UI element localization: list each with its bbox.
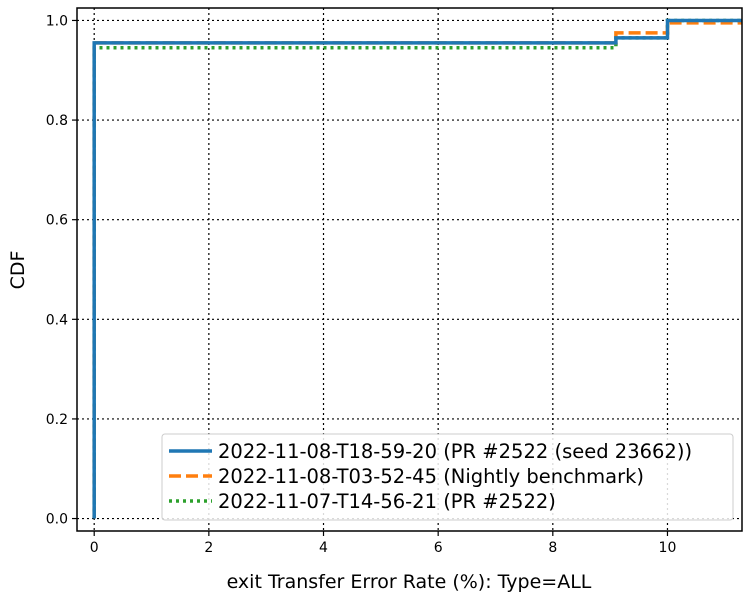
y-tick-label: 0.4 bbox=[46, 312, 68, 328]
y-tick-label: 0.6 bbox=[46, 213, 68, 229]
y-tick-label: 0.0 bbox=[46, 512, 68, 528]
y-tick-label: 0.8 bbox=[46, 113, 68, 129]
x-tick-label: 8 bbox=[548, 540, 557, 556]
x-tick-label: 0 bbox=[90, 540, 99, 556]
x-tick-label: 6 bbox=[434, 540, 443, 556]
series-line bbox=[92, 21, 742, 519]
axis-ticks: 0 2 4 6 8 10 0.0 0.2 0.4 0.6 0.8 1.0 bbox=[46, 13, 677, 556]
y-tick-label: 0.2 bbox=[46, 412, 68, 428]
plot-frame bbox=[76, 7, 743, 532]
series-line bbox=[92, 18, 742, 519]
x-tick-label: 10 bbox=[659, 540, 677, 556]
series-lines bbox=[92, 18, 742, 519]
x-axis-label: exit Transfer Error Rate (%): Type=ALL bbox=[227, 571, 592, 593]
y-tick-label: 1.0 bbox=[46, 13, 68, 29]
x-tick-label: 2 bbox=[204, 540, 213, 556]
x-tick-label: 4 bbox=[319, 540, 328, 556]
legend-label: 2022-11-08-T18-59-20 (PR #2522 (seed 236… bbox=[218, 440, 692, 463]
legend-box bbox=[161, 433, 734, 521]
legend-label: 2022-11-07-T14-56-21 (PR #2522) bbox=[218, 490, 556, 513]
y-axis-label: CDF bbox=[7, 251, 29, 290]
legend-label: 2022-11-08-T03-52-45 (Nightly benchmark) bbox=[218, 465, 644, 488]
legend: 2022-11-08-T18-59-20 (PR #2522 (seed 236… bbox=[161, 433, 734, 521]
